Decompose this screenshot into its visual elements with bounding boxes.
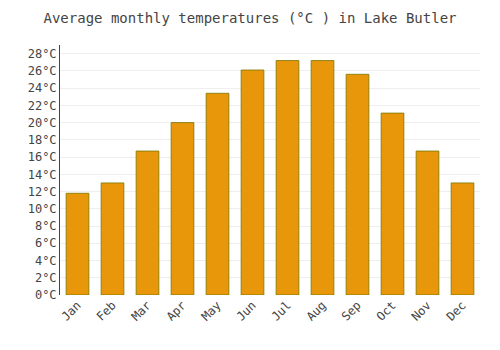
svg-text:Mar: Mar xyxy=(129,298,154,323)
svg-text:4°C: 4°C xyxy=(35,254,57,268)
svg-text:14°C: 14°C xyxy=(28,168,57,182)
svg-text:May: May xyxy=(199,298,224,323)
svg-text:22°C: 22°C xyxy=(28,99,57,113)
svg-text:2°C: 2°C xyxy=(35,271,57,285)
svg-text:20°C: 20°C xyxy=(28,116,57,130)
svg-text:12°C: 12°C xyxy=(28,185,57,199)
svg-text:26°C: 26°C xyxy=(28,64,57,78)
svg-text:28°C: 28°C xyxy=(28,47,57,61)
svg-text:16°C: 16°C xyxy=(28,150,57,164)
svg-text:Apr: Apr xyxy=(164,298,189,323)
svg-text:8°C: 8°C xyxy=(35,219,57,233)
svg-text:10°C: 10°C xyxy=(28,202,57,216)
svg-text:24°C: 24°C xyxy=(28,81,57,95)
svg-text:6°C: 6°C xyxy=(35,236,57,250)
svg-text:Jun: Jun xyxy=(234,298,259,323)
svg-text:0°C: 0°C xyxy=(35,288,57,302)
svg-text:Average monthly temperatures (: Average monthly temperatures (°C ) in La… xyxy=(43,10,456,26)
svg-text:18°C: 18°C xyxy=(28,133,57,147)
svg-text:Nov: Nov xyxy=(409,298,434,323)
svg-text:Jul: Jul xyxy=(269,298,294,323)
svg-text:Dec: Dec xyxy=(444,298,469,323)
svg-text:Sep: Sep xyxy=(339,298,364,323)
svg-text:Aug: Aug xyxy=(304,298,329,323)
svg-text:Oct: Oct xyxy=(374,298,399,323)
svg-text:Jan: Jan xyxy=(59,298,84,323)
svg-text:Feb: Feb xyxy=(94,298,119,323)
